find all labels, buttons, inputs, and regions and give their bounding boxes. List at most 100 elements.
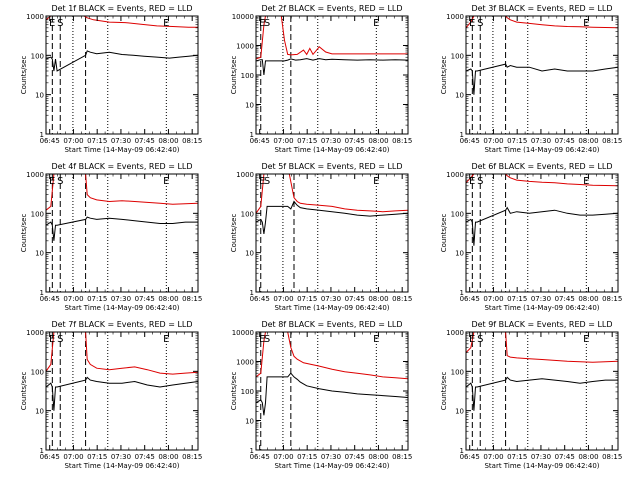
y-tick-label: 100 [451,52,464,60]
x-axis-label: Start Time (14-May-09 06:42:40) [274,462,389,470]
panel-title: Det 1f BLACK = Events, RED = LLD [51,4,192,13]
panel-det-3: Det 3f BLACK = Events, RED = LLD 1 10 100 10… [440,4,622,154]
x-tick-label: 07:00 [483,453,503,461]
x-tick-label: 07:15 [507,137,527,145]
annotation-e-left: E [259,18,265,29]
series-line-lld [256,16,408,60]
x-tick-label: 07:00 [273,453,293,461]
x-tick-label: 08:15 [602,137,622,145]
x-tick-label: 08:00 [158,453,178,461]
series-line-lld [256,174,408,214]
annotation-e: E [163,334,169,345]
x-tick-label: 07:00 [273,295,293,303]
series-group [466,174,618,246]
x-tick-label: 07:00 [483,137,503,145]
series-line-events [256,372,408,416]
series-line-events [466,206,618,246]
x-tick-label: 08:00 [578,137,598,145]
x-tick-label: 06:45 [250,453,270,461]
x-tick-label: 08:00 [158,137,178,145]
series-line-events [256,58,408,76]
x-tick-label: 06:45 [250,295,270,303]
y-tick-label: 1 [250,289,254,297]
series-line-lld [256,332,408,380]
x-tick-label: 08:15 [392,453,412,461]
y-tick-label: 10 [455,250,464,258]
panel-title: Det 6f BLACK = Events, RED = LLD [471,162,612,171]
x-tick-label: 08:15 [182,137,202,145]
x-tick-label: 06:45 [40,295,60,303]
plot-frame [465,173,619,293]
series-group [46,16,198,72]
y-tick-label: 1000 [26,13,44,21]
panel-det-4: Det 4f BLACK = Events, RED = LLD 1 10 100 10… [20,162,202,312]
annotation-e-left: E [259,176,265,187]
x-tick-label: 06:45 [460,137,480,145]
x-tick-label: 07:45 [135,295,155,303]
x-axis-label: Start Time (14-May-09 06:42:40) [64,462,179,470]
plot-frame [255,15,409,135]
y-tick-label: 1 [460,447,464,455]
x-tick-label: 07:15 [297,453,317,461]
x-tick-label: 08:15 [182,295,202,303]
annotation-e: E [373,18,379,29]
y-axis-label: Counts/sec [20,56,28,95]
y-axis-label: Counts/sec [440,214,448,253]
panel-title: Det 3f BLACK = Events, RED = LLD [471,4,612,13]
annotation-e-left: E [49,18,55,29]
y-tick-label: 10 [35,408,44,416]
x-tick-label: 07:30 [531,295,551,303]
y-tick-label: 1 [460,289,464,297]
annotation-s: S [57,334,63,345]
x-tick-label: 07:30 [531,137,551,145]
series-group [46,174,198,241]
y-tick-label: 100 [241,210,254,218]
annotation-s: S [264,334,270,345]
y-tick-label: 100 [31,52,44,60]
panel-det-8: Det 8f BLACK = Events, RED = LLD 1 10 100 10… [230,320,412,470]
y-tick-label: 10 [455,408,464,416]
x-tick-label: 08:00 [578,453,598,461]
x-tick-label: 07:30 [111,137,131,145]
y-axis-label: Counts/sec [20,372,28,411]
y-tick-label: 1 [40,447,44,455]
panel-det-5: Det 5f BLACK = Events, RED = LLD 1 10 100 10… [230,162,412,312]
x-tick-label: 08:15 [392,295,412,303]
y-tick-label: 10000 [232,329,254,337]
series-line-lld [46,16,198,28]
series-line-lld [466,332,618,363]
annotation-e-left: E [49,334,55,345]
panel-title: Det 7f BLACK = Events, RED = LLD [51,320,192,329]
x-tick-label: 07:45 [345,453,365,461]
series-line-events [46,216,198,241]
annotation-e-left: E [469,18,475,29]
series-line-events [46,50,198,72]
x-axis-label: Start Time (14-May-09 06:42:40) [274,304,389,312]
panel-title: Det 2f BLACK = Events, RED = LLD [261,4,402,13]
annotation-s: S [477,334,483,345]
series-line-events [46,376,198,411]
y-tick-label: 1000 [26,171,44,179]
x-tick-label: 08:15 [392,137,412,145]
plot-frame [45,331,199,451]
x-tick-label: 08:00 [368,137,388,145]
annotation-e: E [163,176,169,187]
y-tick-label: 1000 [236,359,254,367]
x-tick-label: 07:30 [111,453,131,461]
y-axis-label: Counts/sec [230,56,238,95]
y-tick-label: 100 [241,388,254,396]
x-tick-label: 08:15 [602,295,622,303]
y-tick-label: 100 [451,368,464,376]
annotation-e: E [373,334,379,345]
annotation-s: S [57,176,63,187]
series-group [256,332,408,416]
y-tick-label: 1 [40,289,44,297]
x-axis-label: Start Time (14-May-09 06:42:40) [64,304,179,312]
x-axis-label: Start Time (14-May-09 06:42:40) [484,462,599,470]
annotation-e: E [373,176,379,187]
y-tick-label: 1 [250,131,254,139]
y-tick-label: 1000 [446,329,464,337]
x-tick-label: 06:45 [40,453,60,461]
